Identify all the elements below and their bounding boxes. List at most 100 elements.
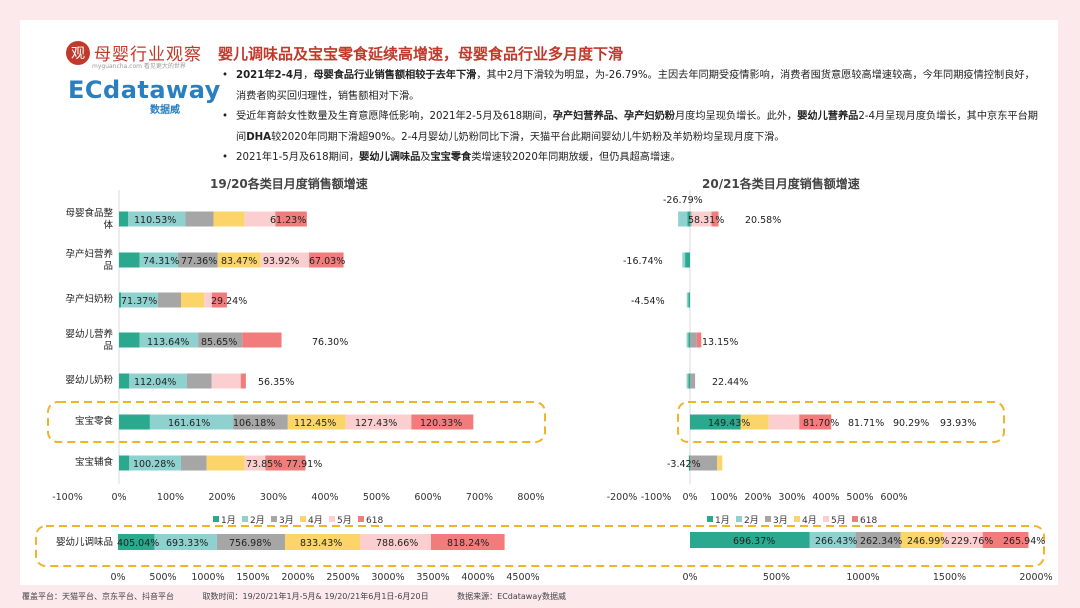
legend-left-swatch-0 xyxy=(213,516,219,522)
brand-seal-icon: 观 xyxy=(66,40,90,65)
chart1-label-3-2: 76.30% xyxy=(312,337,348,348)
chart2-bar-3-2 xyxy=(690,332,697,348)
chart2-tick-7: 500% xyxy=(846,492,873,503)
chart1-bar-5-3 xyxy=(287,414,346,430)
chart2-tick-4: 200% xyxy=(744,492,771,503)
bullet-2-run-4: 类增速较2020年同期放缓，但仍具超高增速。 xyxy=(471,152,681,163)
chart2-bar-1-1 xyxy=(682,252,686,268)
chart1-bar-0-2 xyxy=(185,211,214,227)
brand-logo: 观 母婴行业观察 xyxy=(66,40,202,65)
chart2-label-4-0: 22.44% xyxy=(712,377,748,388)
legend-left-swatch-3 xyxy=(300,516,306,522)
chart2-bar-0-5 xyxy=(711,211,719,227)
footer: 覆盖平台：天猫平台、京东平台、抖音平台 取数时间：19/20/21年1月-5月&… xyxy=(22,591,592,602)
legend-right-text-4: 5月 xyxy=(831,515,846,526)
chart4-tick-1: 500% xyxy=(763,572,790,583)
chart4-tick-0: 0% xyxy=(682,572,697,583)
bullet-0-run-0: 2021年2-4月 xyxy=(236,70,304,81)
chart2-tick-8: 600% xyxy=(880,492,907,503)
chart3-bar-0 xyxy=(118,534,155,550)
chart1-label-0-3: 61.23% xyxy=(270,215,306,226)
chart3-tick-6: 3000% xyxy=(371,572,404,583)
chart3-tick-3: 1500% xyxy=(236,572,269,583)
bullet-2-run-2: 及 xyxy=(420,152,431,163)
chart1-label-1-1: 77.36% xyxy=(181,256,217,267)
chart3-bar-1 xyxy=(154,534,217,550)
chart4-bar-5 xyxy=(982,532,1029,548)
chart1-bar-5-1 xyxy=(149,414,234,430)
chart1-tick-7: 600% xyxy=(414,492,441,503)
legend-left-text-2: 3月 xyxy=(279,515,294,526)
chart1-label-6-2: 77.91% xyxy=(286,459,322,470)
chart4-tick-3: 1500% xyxy=(933,572,966,583)
bullet-0-run-3: ，其中2月下滑较为明显，为-26.79%。主因去年同期受疫情影响，消费者囤货意愿… xyxy=(236,70,1035,102)
legend-right-text-5: 618 xyxy=(860,516,877,526)
chart1-bar-1-2 xyxy=(177,252,218,268)
bullet-2-run-1: 婴幼儿调味品 xyxy=(359,152,421,163)
ecdataway-subtitle: 数据威 xyxy=(150,105,180,116)
legend-left-text-3: 4月 xyxy=(308,515,323,526)
chart1-tick-6: 500% xyxy=(363,492,390,503)
chart1-bar-6-2 xyxy=(180,455,207,471)
chart3-tick-2: 1000% xyxy=(191,572,224,583)
chart4-label-2: 262.34% xyxy=(860,536,902,547)
chart1-bar-3-0 xyxy=(119,332,140,348)
chart1-bar-5-2 xyxy=(233,414,288,430)
chart3-tick-7: 3500% xyxy=(416,572,449,583)
chart2-label-1-0: -16.74% xyxy=(623,256,663,267)
chart1-bar-6-0 xyxy=(119,455,130,471)
chart4-bar-4 xyxy=(943,532,983,548)
legend-right-text-0: 1月 xyxy=(715,515,730,526)
chart1-label-5-1: 106.18% xyxy=(233,418,275,429)
chart1-bar-3-1 xyxy=(139,332,199,348)
bullet-2: 2021年1-5月及618期间，婴幼儿调味品及宝宝零食类增速较2020年同期放缓… xyxy=(222,148,1042,169)
chart1-bar-2-1 xyxy=(121,292,158,308)
chart2-label-5-3: 90.29% xyxy=(893,418,929,429)
chart1-bar-5-4 xyxy=(345,414,412,430)
chart2-label-5-1: 81.70% xyxy=(803,418,839,429)
chart3-label-2: 756.98% xyxy=(229,538,271,549)
chart2-bar-0-2 xyxy=(690,211,692,227)
chart3-bar-4 xyxy=(359,534,431,550)
chart1-bar-2-4 xyxy=(204,292,212,308)
chart4-label-5: 265.94% xyxy=(1003,536,1045,547)
category-label-0-b: 体 xyxy=(103,219,113,231)
chart2-tick-3: 100% xyxy=(710,492,737,503)
legend-right-swatch-3 xyxy=(794,516,800,522)
legend-left-text-4: 5月 xyxy=(337,515,352,526)
chart4-bar-1 xyxy=(809,532,856,548)
chart2-bar-3-5 xyxy=(696,332,702,348)
chart1-bar-1-3 xyxy=(217,252,261,268)
chart1-bar-3-5 xyxy=(242,332,282,348)
chart1-label-5-4: 120.33% xyxy=(420,418,462,429)
chart4-tick-2: 1000% xyxy=(846,572,879,583)
chart1-label-1-4: 67.03% xyxy=(309,256,345,267)
chart1-bar-4-4 xyxy=(211,373,241,389)
chart2-label-5-2: 81.71% xyxy=(848,418,884,429)
chart1-bar-0-1 xyxy=(128,211,186,227)
footer-time: 取数时间：19/20/21年1月-5月& 19/20/21年6月1日-6月20日 xyxy=(202,592,429,601)
chart1-tick-0: -100% xyxy=(52,492,83,503)
chart2-bar-6-2 xyxy=(690,455,718,471)
chart3-tick-0: 0% xyxy=(110,572,125,583)
legend-right-text-2: 3月 xyxy=(773,515,788,526)
legend-right-text-1: 2月 xyxy=(744,515,759,526)
chart1-label-1-3: 93.92% xyxy=(263,256,299,267)
chart1-bar-4-2 xyxy=(187,373,212,389)
chart2-bar-2-1 xyxy=(686,292,689,308)
brand-name: 母婴行业观察 xyxy=(94,45,202,65)
chart2-tick-2: 0% xyxy=(682,492,697,503)
chart3-bar-5 xyxy=(430,534,505,550)
chart3-label-1: 693.33% xyxy=(166,538,208,549)
legend-left-text-1: 2月 xyxy=(250,515,265,526)
legend-left-swatch-2 xyxy=(271,516,277,522)
chart1-bar-6-4 xyxy=(244,455,266,471)
legend-left-text-5: 618 xyxy=(366,516,383,526)
bullet-1-run-4: 2-4月呈现月度负增长，其中京东平台期间 xyxy=(236,111,1038,143)
chart1-bar-3-2 xyxy=(198,332,243,348)
chart1-bar-1-4 xyxy=(260,252,310,268)
category-label-3: 婴幼儿营养 xyxy=(65,328,113,340)
bullet-1-run-6: 较2020年同期下滑超90%。2-4月婴幼儿奶粉同比下滑，天猫平台此期间婴幼儿牛… xyxy=(271,131,785,143)
legend-right-swatch-4 xyxy=(823,516,829,522)
